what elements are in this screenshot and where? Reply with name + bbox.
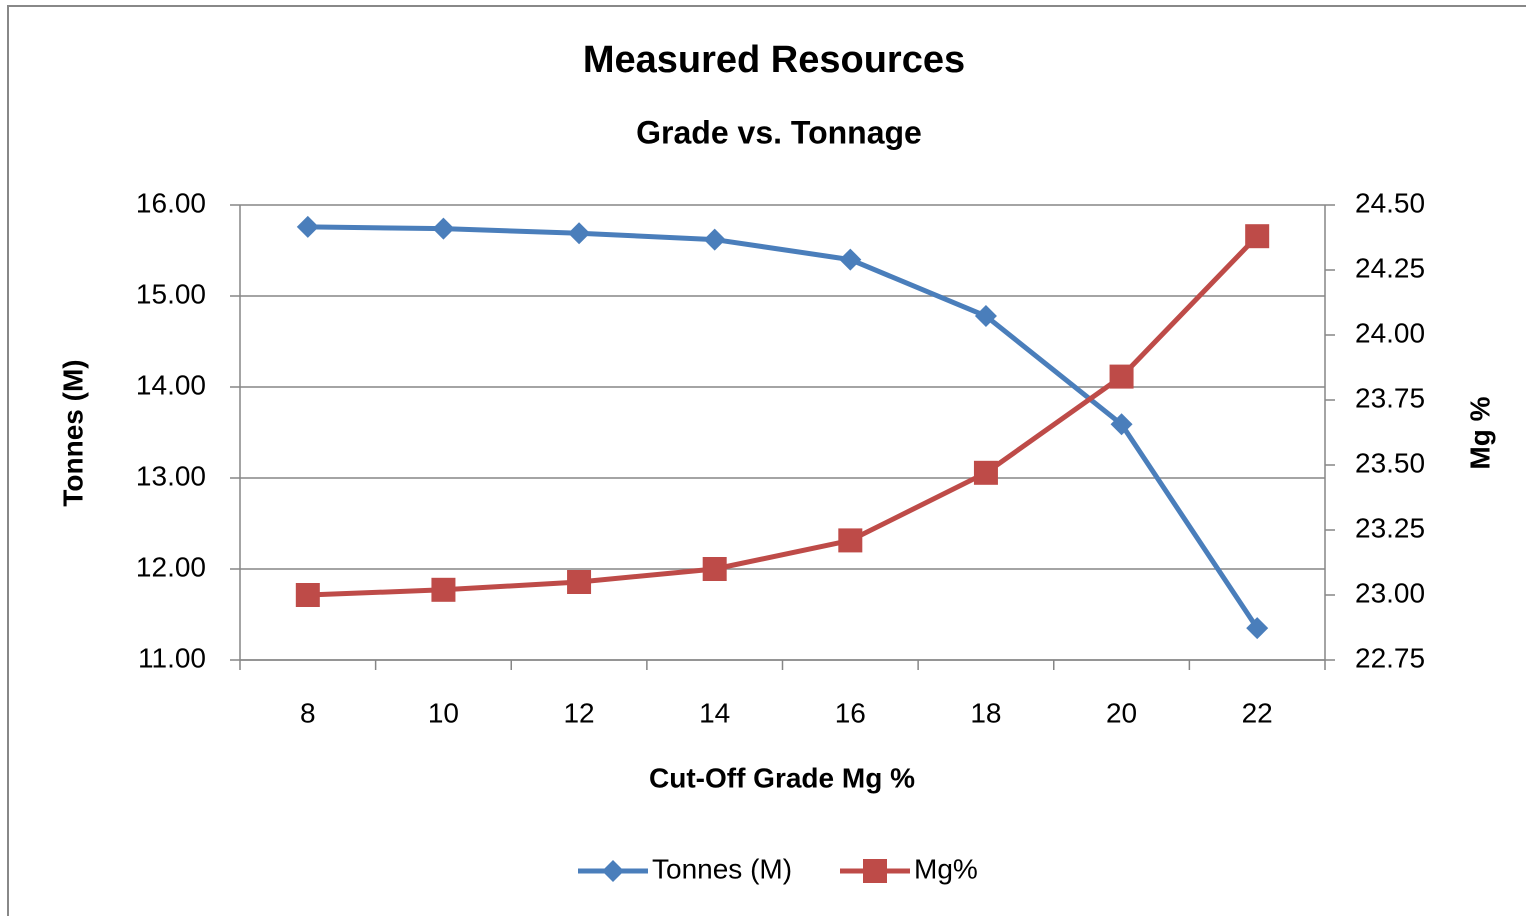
data-point — [702, 557, 727, 581]
x-tick-label: 16 — [835, 697, 866, 728]
data-point — [431, 577, 456, 602]
data-point — [1245, 224, 1270, 249]
data-point — [567, 570, 592, 594]
chart-border — [7, 5, 1526, 916]
y2-tick-label: 23.75 — [1355, 382, 1425, 413]
data-point — [839, 248, 862, 271]
chart-subtitle: Grade vs. Tonnage — [636, 114, 922, 150]
y2-tick-label: 24.25 — [1355, 252, 1425, 283]
y2-tick-label: 23.25 — [1355, 512, 1425, 543]
series-line — [307, 224, 1260, 630]
y2-tick-label: 23.00 — [1355, 577, 1425, 608]
y-tick-label: 14.00 — [136, 369, 206, 400]
y2-tick-label: 24.50 — [1355, 187, 1425, 218]
y-tick-label: 15.00 — [136, 278, 206, 309]
chart-title: Measured Resources — [583, 39, 965, 81]
data-point — [1246, 617, 1269, 640]
legend-label: Mg% — [914, 853, 978, 884]
y2-tick-label: 24.00 — [1355, 317, 1425, 348]
data-point — [568, 222, 591, 245]
y-tick-label: 16.00 — [136, 187, 206, 218]
x-tick-label: 8 — [300, 697, 316, 728]
x-tick-label: 22 — [1242, 697, 1273, 728]
y2-tick-label: 22.75 — [1355, 642, 1425, 673]
legend-marker — [602, 860, 624, 882]
y2-tick-label: 23.50 — [1355, 447, 1425, 478]
data-point — [974, 305, 997, 328]
y-tick-label: 13.00 — [136, 460, 206, 491]
legend-label: Tonnes (M) — [652, 853, 792, 884]
data-point — [295, 583, 320, 607]
y2-axis-label: Mg % — [1464, 396, 1495, 469]
data-point — [1110, 413, 1133, 436]
x-tick-label: 20 — [1106, 697, 1137, 728]
x-tick-label: 12 — [563, 697, 594, 728]
x-tick-label: 14 — [699, 697, 730, 728]
data-point — [1109, 364, 1134, 389]
x-axis-label: Cut-Off Grade Mg % — [649, 762, 915, 793]
series-line — [307, 234, 1259, 598]
y-tick-label: 12.00 — [136, 551, 206, 582]
data-point — [703, 228, 726, 251]
data-point — [432, 217, 455, 240]
x-tick-label: 10 — [428, 697, 459, 728]
x-tick-label: 18 — [970, 697, 1001, 728]
y-axis-label: Tonnes (M) — [57, 359, 88, 506]
data-point — [296, 215, 319, 238]
y-tick-label: 11.00 — [138, 642, 206, 673]
data-point — [838, 528, 863, 553]
data-point — [973, 460, 998, 485]
legend-marker — [863, 859, 887, 883]
